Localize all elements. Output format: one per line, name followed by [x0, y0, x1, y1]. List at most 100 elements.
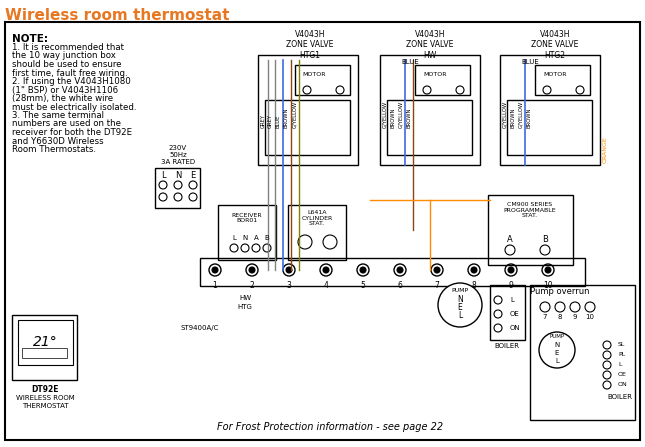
- Bar: [535, 65, 590, 95]
- Text: 3. The same terminal: 3. The same terminal: [12, 111, 104, 120]
- Text: DT92E: DT92E: [31, 385, 59, 395]
- Text: 7: 7: [435, 281, 439, 290]
- Text: Wireless room thermostat: Wireless room thermostat: [5, 8, 230, 24]
- Circle shape: [508, 267, 514, 273]
- Text: L: L: [618, 363, 622, 367]
- Bar: [500, 55, 600, 165]
- Text: 4: 4: [324, 281, 328, 290]
- Circle shape: [252, 244, 260, 252]
- Circle shape: [456, 86, 464, 94]
- Text: ST9400A/C: ST9400A/C: [181, 325, 219, 331]
- Circle shape: [431, 264, 443, 276]
- Text: BROWN: BROWN: [406, 108, 412, 128]
- Text: N: N: [243, 235, 248, 241]
- Text: 10: 10: [586, 314, 595, 320]
- Circle shape: [570, 302, 580, 312]
- Circle shape: [505, 245, 515, 255]
- Circle shape: [494, 324, 502, 332]
- Bar: [155, 168, 200, 208]
- Bar: [488, 195, 573, 265]
- Text: 8: 8: [471, 281, 477, 290]
- Text: NOTE:: NOTE:: [12, 34, 48, 44]
- Circle shape: [471, 267, 477, 273]
- Circle shape: [603, 351, 611, 359]
- Circle shape: [539, 332, 575, 368]
- Text: G/YELLOW: G/YELLOW: [502, 101, 508, 128]
- Text: V4043H
ZONE VALVE
HTG1: V4043H ZONE VALVE HTG1: [286, 30, 333, 60]
- Bar: [18, 320, 73, 365]
- Text: 9: 9: [508, 281, 513, 290]
- Text: V4043H
ZONE VALVE
HTG2: V4043H ZONE VALVE HTG2: [531, 30, 579, 60]
- Circle shape: [263, 244, 271, 252]
- Text: (1" BSP) or V4043H1106: (1" BSP) or V4043H1106: [12, 85, 118, 94]
- Bar: [258, 55, 358, 165]
- Text: N: N: [457, 295, 463, 304]
- Text: L: L: [458, 312, 462, 320]
- Circle shape: [246, 264, 258, 276]
- Circle shape: [249, 267, 255, 273]
- Text: G/YELLOW: G/YELLOW: [519, 101, 524, 128]
- Text: HTG: HTG: [237, 304, 252, 310]
- Text: L: L: [161, 172, 165, 181]
- Circle shape: [394, 264, 406, 276]
- Bar: [295, 65, 350, 95]
- Circle shape: [241, 244, 249, 252]
- Text: G/YELLOW: G/YELLOW: [292, 101, 297, 128]
- Circle shape: [323, 267, 329, 273]
- Text: L: L: [232, 235, 236, 241]
- Circle shape: [505, 264, 517, 276]
- Text: E: E: [555, 350, 559, 356]
- Text: BOILER: BOILER: [608, 394, 633, 400]
- Text: BLUE: BLUE: [521, 59, 539, 65]
- Bar: [265, 100, 350, 155]
- Bar: [218, 205, 276, 260]
- Text: GREY: GREY: [261, 114, 266, 128]
- Text: first time, fault free wiring.: first time, fault free wiring.: [12, 68, 128, 77]
- Text: N: N: [554, 342, 560, 348]
- Text: 8: 8: [558, 314, 562, 320]
- Text: N: N: [175, 172, 181, 181]
- Text: 21°: 21°: [33, 335, 57, 349]
- Circle shape: [540, 302, 550, 312]
- Text: must be electrically isolated.: must be electrically isolated.: [12, 102, 137, 111]
- Circle shape: [542, 264, 554, 276]
- Circle shape: [230, 244, 238, 252]
- Circle shape: [357, 264, 369, 276]
- Text: E: E: [190, 172, 195, 181]
- Circle shape: [434, 267, 440, 273]
- Text: 1: 1: [213, 281, 217, 290]
- Text: A: A: [253, 235, 259, 241]
- Text: 9: 9: [573, 314, 577, 320]
- Circle shape: [468, 264, 480, 276]
- Text: BROWN: BROWN: [510, 108, 515, 128]
- Text: For Frost Protection information - see page 22: For Frost Protection information - see p…: [217, 422, 443, 432]
- Circle shape: [494, 310, 502, 318]
- Text: BOILER: BOILER: [495, 343, 519, 349]
- Text: THERMOSTAT: THERMOSTAT: [22, 403, 68, 409]
- Bar: [200, 258, 585, 286]
- Text: WIRELESS ROOM: WIRELESS ROOM: [15, 395, 74, 401]
- Circle shape: [494, 296, 502, 304]
- Circle shape: [603, 371, 611, 379]
- Circle shape: [189, 193, 197, 201]
- Text: MOTOR: MOTOR: [303, 72, 326, 77]
- Circle shape: [545, 267, 551, 273]
- Text: BLUE: BLUE: [401, 59, 419, 65]
- Circle shape: [209, 264, 221, 276]
- Text: HW: HW: [239, 295, 251, 301]
- Text: SL: SL: [618, 342, 626, 347]
- Circle shape: [159, 181, 167, 189]
- Text: PL: PL: [618, 353, 625, 358]
- Bar: [415, 65, 470, 95]
- Text: G/YELLOW: G/YELLOW: [382, 101, 388, 128]
- Text: 10: 10: [543, 281, 553, 290]
- Circle shape: [336, 86, 344, 94]
- Circle shape: [298, 235, 312, 249]
- Circle shape: [174, 181, 182, 189]
- Circle shape: [603, 381, 611, 389]
- Text: MOTOR: MOTOR: [543, 72, 567, 77]
- Text: G/YELLOW: G/YELLOW: [399, 101, 404, 128]
- Text: BROWN: BROWN: [390, 108, 395, 128]
- Text: (28mm), the white wire: (28mm), the white wire: [12, 94, 113, 103]
- Text: A: A: [507, 236, 513, 245]
